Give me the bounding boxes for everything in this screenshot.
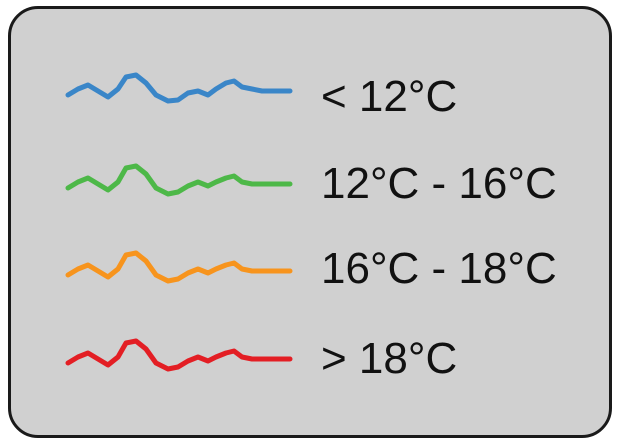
blue-wave-line-icon bbox=[65, 72, 293, 104]
orange-wave-line-icon bbox=[65, 250, 293, 284]
legend-item-12-to-16: 12°C - 16°C bbox=[11, 154, 615, 214]
red-wave-line-icon bbox=[65, 338, 293, 372]
green-wave-line-icon bbox=[65, 163, 293, 197]
temperature-legend: < 12°C 12°C - 16°C 16°C - 18°C > 18°C bbox=[8, 6, 612, 438]
legend-item-16-to-18: 16°C - 18°C bbox=[11, 239, 615, 299]
legend-label-12-to-16: 12°C - 16°C bbox=[321, 159, 557, 208]
legend-item-below-12: < 12°C bbox=[11, 67, 615, 127]
legend-label-above-18: > 18°C bbox=[321, 334, 458, 383]
legend-label-16-to-18: 16°C - 18°C bbox=[321, 244, 557, 293]
legend-label-below-12: < 12°C bbox=[321, 72, 458, 121]
legend-item-above-18: > 18°C bbox=[11, 329, 615, 389]
